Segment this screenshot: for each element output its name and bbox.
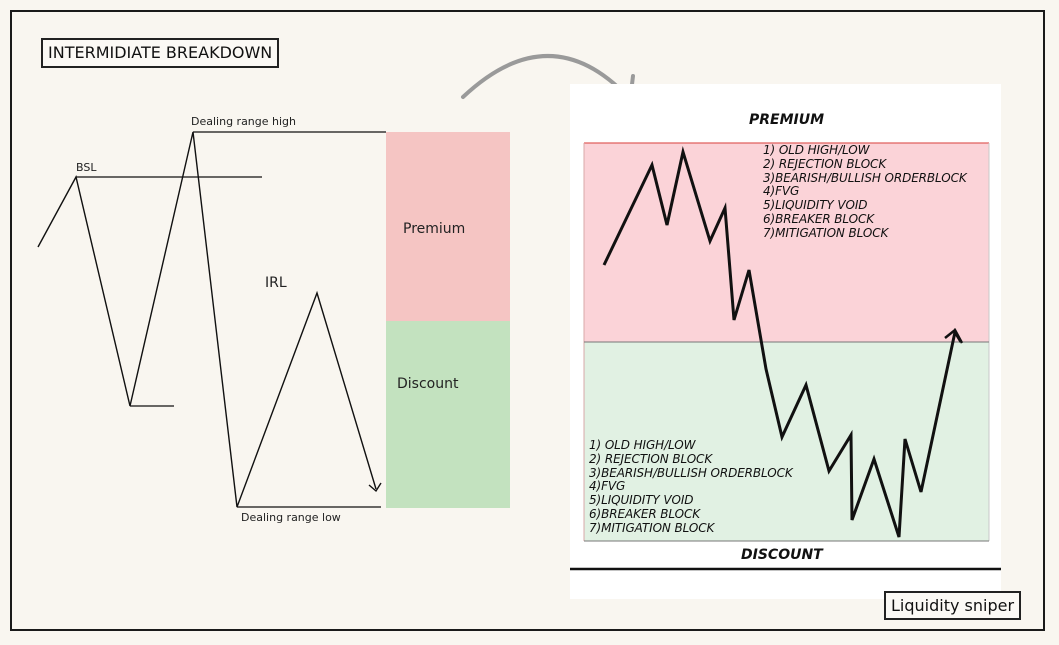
list-item: 1) OLD HIGH/LOW	[589, 438, 696, 452]
list-item: 7)MITIGATION BLOCK	[763, 225, 889, 240]
list-item: 5)LIQUIDITY VOID	[589, 493, 694, 508]
card-discount-title: DISCOUNT	[741, 547, 823, 563]
premium-list: 1) OLD HIGH/LOW 2) REJECTION BLOCK 3)BEA…	[763, 143, 967, 241]
list-item: 3)BEARISH/BULLISH ORDERBLOCK	[589, 465, 793, 480]
card-price-path	[602, 146, 963, 538]
premium-discount-card: PREMIUM DISCOUNT 1) OLD HIGH/LOW 2) REJE…	[570, 84, 1001, 599]
list-item: 6)BREAKER BLOCK	[763, 211, 875, 226]
curved-arrow-icon	[461, 54, 630, 99]
list-item: 4)FVG	[763, 184, 800, 199]
page-title: INTERMIDIATE BREAKDOWN	[41, 38, 280, 68]
dealing-range-high-label: Dealing range high	[191, 115, 297, 128]
premium-zone	[386, 132, 510, 321]
discount-zone-label: Discount	[397, 376, 459, 392]
dealing-range-low-label: Dealing range low	[241, 511, 341, 524]
credit-label: Liquidity sniper	[884, 591, 1022, 620]
list-item: 6)BREAKER BLOCK	[589, 506, 701, 521]
list-item: 2) REJECTION BLOCK	[763, 156, 887, 171]
discount-zone	[386, 321, 510, 508]
outer-frame	[10, 10, 1045, 631]
discount-list: 1) OLD HIGH/LOW 2) REJECTION BLOCK 3)BEA…	[589, 438, 793, 536]
card-discount-zone	[584, 342, 989, 541]
card-path-arrowhead	[944, 328, 964, 344]
list-item: 2) REJECTION BLOCK	[589, 451, 713, 466]
list-item: 4)FVG	[589, 479, 626, 494]
list-item: 5)LIQUIDITY VOID	[763, 198, 868, 213]
path-arrowhead	[368, 482, 382, 493]
price-swing-path	[37, 131, 377, 508]
list-item: 7)MITIGATION BLOCK	[589, 520, 715, 535]
list-item: 1) OLD HIGH/LOW	[763, 143, 870, 157]
card-canvas	[570, 142, 1001, 571]
irl-label: IRL	[265, 275, 287, 291]
bsl-label: BSL	[76, 161, 97, 174]
card-premium-title: PREMIUM	[749, 112, 825, 128]
list-item: 3)BEARISH/BULLISH ORDERBLOCK	[763, 170, 967, 185]
premium-zone-label: Premium	[403, 221, 466, 237]
card-premium-zone	[584, 143, 989, 342]
